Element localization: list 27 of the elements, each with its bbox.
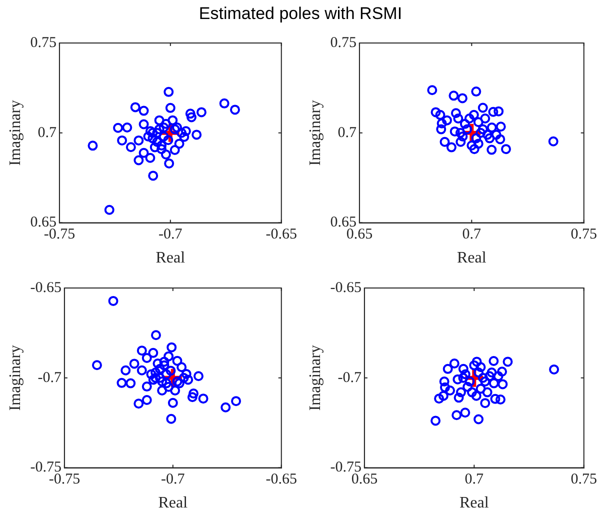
y-tick-label: 0.75	[30, 34, 56, 51]
x-axis-title: Real	[457, 250, 487, 267]
x-tick-label: 0.75	[570, 226, 597, 243]
y-tick-label: -0.65	[330, 280, 362, 296]
x-axis-title: Real	[459, 494, 490, 512]
x-tick-label: -0.65	[266, 226, 297, 243]
y-axis-title: Imaginary	[6, 100, 24, 166]
y-axis-title: Imaginary	[6, 345, 24, 411]
x-tick-label: 0.75	[570, 472, 597, 488]
y-tick-label: 0.7	[38, 124, 57, 141]
y-tick-label: 0.75	[330, 34, 356, 51]
x-tick-label: 0.65	[351, 472, 378, 488]
x-tick-label: 0.7	[464, 472, 484, 488]
chart-title: Estimated poles with RSMI	[198, 4, 404, 24]
y-tick-label: -0.7	[38, 370, 62, 386]
y-axis-title: Imaginary	[306, 100, 324, 166]
y-tick-label: -0.7	[338, 370, 362, 386]
x-axis-title: Real	[156, 250, 186, 267]
x-tick-label: 0.7	[462, 226, 482, 243]
x-axis-title: Real	[158, 494, 188, 512]
x-tick-label: -0.7	[158, 226, 183, 243]
x-tick-label: -0.65	[266, 472, 297, 488]
x-tick-label: -0.75	[48, 472, 80, 488]
y-tick-label: -0.65	[30, 280, 62, 296]
y-tick-label: 0.7	[338, 124, 357, 141]
y-axis-title: Imaginary	[306, 345, 324, 411]
x-tick-label: -0.7	[161, 472, 186, 488]
